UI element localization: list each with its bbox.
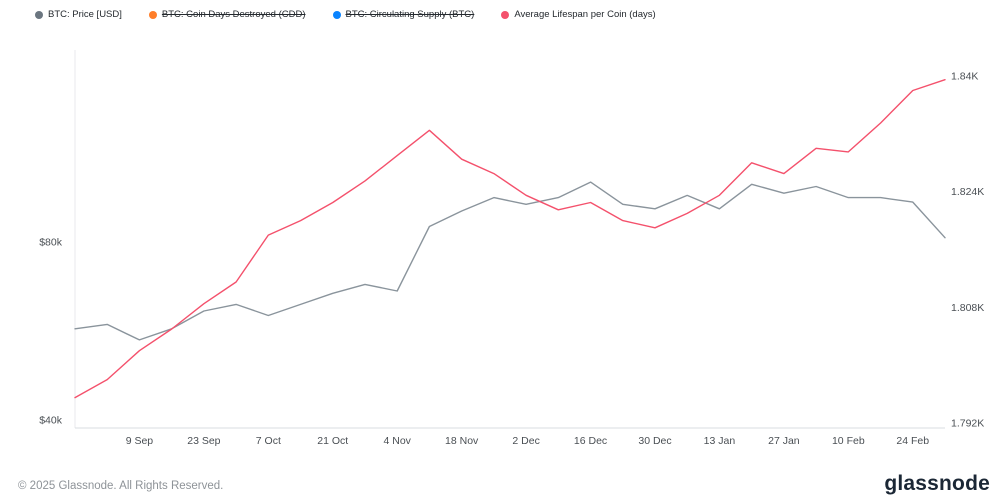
axis-tick-label: $40k xyxy=(39,414,63,426)
legend-label: Average Lifespan per Coin (days) xyxy=(514,9,656,20)
axis-tick-label: 18 Nov xyxy=(445,435,479,447)
chart-legend: BTC: Price [USD] BTC: Coin Days Destroye… xyxy=(35,9,656,20)
legend-label: BTC: Price [USD] xyxy=(48,9,122,20)
series-line-right xyxy=(74,78,946,399)
axis-tick-label: 23 Sep xyxy=(187,435,220,447)
legend-item-btc-price[interactable]: BTC: Price [USD] xyxy=(35,9,122,20)
axis-tick-label: 9 Sep xyxy=(126,435,154,447)
x-axis-labels: 9 Sep 23 Sep 7 Oct 21 Oct 4 Nov 18 Nov 2 Dec 16… xyxy=(126,435,930,447)
axis-tick-label: 1.84K xyxy=(951,71,978,83)
right-axis-labels: 1.84K 1.824K 1.808K 1.792K xyxy=(951,71,984,430)
plot-area[interactable] xyxy=(75,58,945,428)
axis-tick-label: 1.808K xyxy=(951,302,984,314)
series-color-dot xyxy=(332,10,341,19)
series-lines xyxy=(74,78,946,399)
axis-tick-label: 24 Feb xyxy=(896,435,929,447)
axis-tick-label: 10 Feb xyxy=(832,435,865,447)
axis-tick-label: $80k xyxy=(39,237,63,249)
glassnode-logo[interactable]: glassnode xyxy=(884,472,990,495)
axis-tick-label: 1.792K xyxy=(951,417,984,429)
legend-label: BTC: Circulating Supply (BTC) xyxy=(345,9,475,20)
series-color-dot xyxy=(148,10,157,19)
legend-item-circulating-supply[interactable]: BTC: Circulating Supply (BTC) xyxy=(332,9,475,20)
axis-tick-label: 7 Oct xyxy=(256,435,281,447)
series-line-left xyxy=(74,181,946,341)
series-color-dot xyxy=(501,10,510,19)
series-color-dot xyxy=(35,10,43,19)
chart-svg[interactable]: $80k $40k 1.84K 1.824K 1.808K 1.792K 9 Sep 23 S… xyxy=(0,0,1006,460)
axis-tick-label: 2 Dec xyxy=(512,435,539,447)
left-axis-labels: $80k $40k xyxy=(39,237,63,427)
legend-label: BTC: Coin Days Destroyed (CDD) xyxy=(161,9,306,20)
axis-frame xyxy=(74,50,945,429)
axis-tick-label: 16 Dec xyxy=(574,435,607,447)
axis-tick-label: 13 Jan xyxy=(704,435,736,447)
axis-tick-label: 1.824K xyxy=(951,186,984,198)
copyright-text: © 2025 Glassnode. All Rights Reserved. xyxy=(18,480,224,492)
legend-item-coin-days-destroyed[interactable]: BTC: Coin Days Destroyed (CDD) xyxy=(148,9,306,20)
legend-item-average-lifespan[interactable]: Average Lifespan per Coin (days) xyxy=(501,9,656,20)
axis-tick-label: 30 Dec xyxy=(638,435,671,447)
axis-tick-label: 21 Oct xyxy=(317,435,348,447)
axis-tick-label: 4 Nov xyxy=(384,435,412,447)
axis-tick-label: 27 Jan xyxy=(768,435,800,447)
